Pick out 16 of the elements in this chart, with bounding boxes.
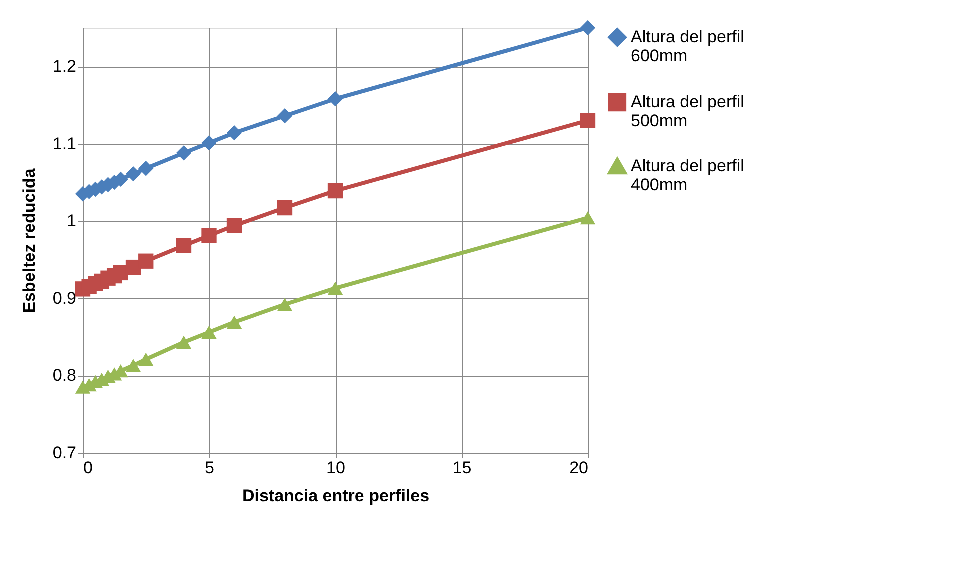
- legend-label: Altura del perfil 500mm: [631, 92, 744, 130]
- x-tick-label: 0: [84, 458, 93, 478]
- x-tick-label: 15: [452, 458, 472, 478]
- x-tick-label: 20: [570, 458, 588, 478]
- y-tick-label: 0.8: [52, 366, 76, 386]
- x-tick-label: 5: [205, 458, 214, 478]
- y-axis-title: Esbeltez reducida: [20, 168, 39, 314]
- y-tick-label: 0.7: [52, 444, 76, 462]
- y-tick-label: 0.9: [52, 288, 76, 308]
- y-tick-label: 1: [67, 212, 76, 231]
- x-tick-label: 10: [326, 458, 346, 478]
- legend-label: Altura del perfil 400mm: [631, 156, 744, 194]
- legend-label: Altura del perfil 600mm: [631, 28, 744, 66]
- x-axis-title: Distancia entre perfiles: [242, 486, 430, 506]
- y-tick-label: 1.1: [52, 134, 76, 154]
- y-tick-label: 1.2: [52, 57, 76, 76]
